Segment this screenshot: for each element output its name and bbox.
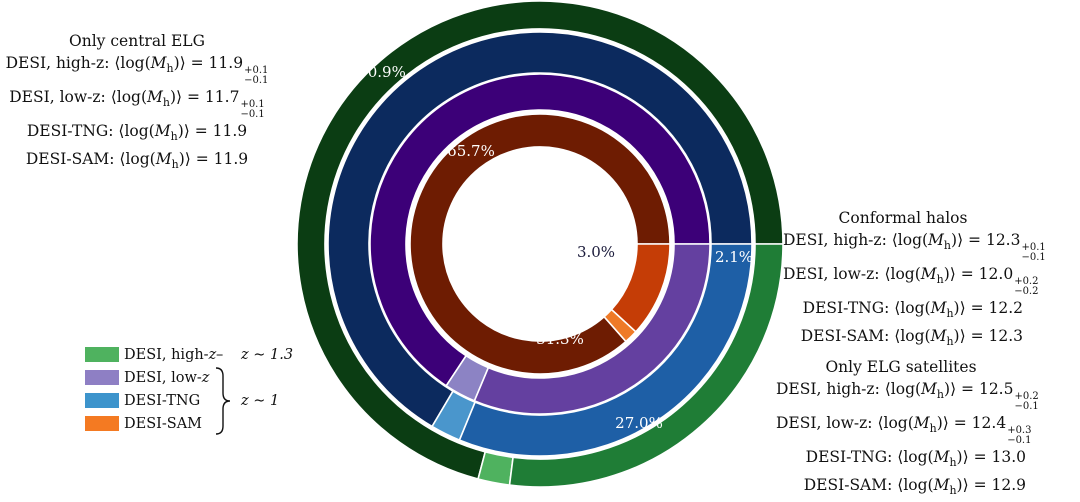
donut-slice-desi-tng-2: [458, 243, 753, 457]
annotation-line: DESI-SAM: ⟨log(Mh)⟩ = 12.9: [803, 476, 1026, 498]
legend-swatch: [85, 393, 119, 408]
donut-slice-desi-sam-2: [610, 243, 671, 333]
annotation-line: DESI, high-z: ⟨log(Mh)⟩ = 12.5 +0.2 −0.1: [776, 380, 1039, 412]
slice-label: 27.0%: [615, 414, 663, 432]
legend-swatch: [85, 347, 119, 362]
donut-slice-desi-low-z-0: [369, 73, 711, 387]
donut-slice-desi-high-z-0: [296, 0, 784, 480]
annotation-line: DESI-TNG: ⟨log(Mh)⟩ = 13.0: [805, 448, 1026, 470]
annotation-only-satellites: Only ELG satellites DESI, high-z: ⟨log(M…: [776, 356, 1039, 502]
legend-dash: –: [216, 347, 224, 363]
legend-label: DESI, low-z: [124, 370, 210, 386]
annotation-conformal-halos: Conformal halos DESI, high-z: ⟨log(Mh)⟩ …: [783, 207, 1046, 353]
annotation-line: DESI, high-z: ⟨log(Mh)⟩ = 12.3 +0.1 −0.1: [783, 231, 1046, 263]
legend-swatch: [85, 416, 119, 431]
annotation-title: Only central ELG: [69, 32, 205, 50]
nested-donut-chart: 70.9% 2.1% 27.0% 65.7% 3.0% 31.3%: [296, 0, 784, 488]
annotation-only-central: Only central ELG DESI, high-z: ⟨log(Mh)⟩…: [2, 30, 272, 176]
slice-label: 31.3%: [536, 330, 584, 348]
annotation-title: Conformal halos: [838, 209, 968, 227]
legend-swatch: [85, 370, 119, 385]
slice-label: 2.1%: [715, 248, 753, 266]
annotation-line: DESI-SAM: ⟨log(Mh)⟩ = 12.3: [800, 327, 1023, 349]
donut-slice-desi-low-z-2: [473, 243, 711, 415]
slice-label: 65.7%: [447, 142, 495, 160]
annotation-line: DESI, low-z: ⟨log(Mh)⟩ = 12.4 +0.3 −0.1: [776, 414, 1032, 446]
donut-slice-desi-high-z-1: [477, 450, 514, 486]
slice-label: 3.0%: [577, 243, 615, 261]
annotation-line: DESI, low-z: ⟨log(Mh)⟩ = 12.0 +0.2 −0.2: [783, 265, 1039, 297]
legend-label: DESI, high-z: [124, 347, 217, 363]
annotation-line: DESI-SAM: ⟨log(Mh)⟩ = 11.9: [25, 150, 249, 172]
annotation-title: Only ELG satellites: [825, 358, 977, 376]
slice-label: 70.9%: [358, 63, 406, 81]
legend-z-low: z ∼ 1: [241, 393, 280, 409]
donut-slice-desi-high-z-2: [508, 243, 784, 488]
annotation-line: DESI, low-z: ⟨log(Mh)⟩ = 11.7 +0.1 −0.1: [9, 88, 265, 120]
donut-slice-desi-sam-0: [409, 113, 671, 375]
legend-label: DESI-TNG: [124, 393, 201, 409]
legend-z-high: z ∼ 1.3: [241, 347, 294, 363]
annotation-line: DESI-TNG: ⟨log(Mh)⟩ = 11.9: [26, 122, 248, 144]
legend-label: DESI-SAM: [124, 416, 203, 432]
annotation-line: DESI, high-z: ⟨log(Mh)⟩ = 11.9 +0.1 −0.1: [5, 54, 269, 86]
legend-brace: [215, 367, 231, 435]
donut-slice-desi-tng-0: [327, 31, 753, 428]
annotation-line: DESI-TNG: ⟨log(Mh)⟩ = 12.2: [802, 299, 1023, 321]
